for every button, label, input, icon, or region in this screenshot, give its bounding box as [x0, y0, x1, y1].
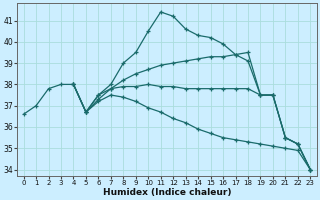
X-axis label: Humidex (Indice chaleur): Humidex (Indice chaleur) [103, 188, 231, 197]
